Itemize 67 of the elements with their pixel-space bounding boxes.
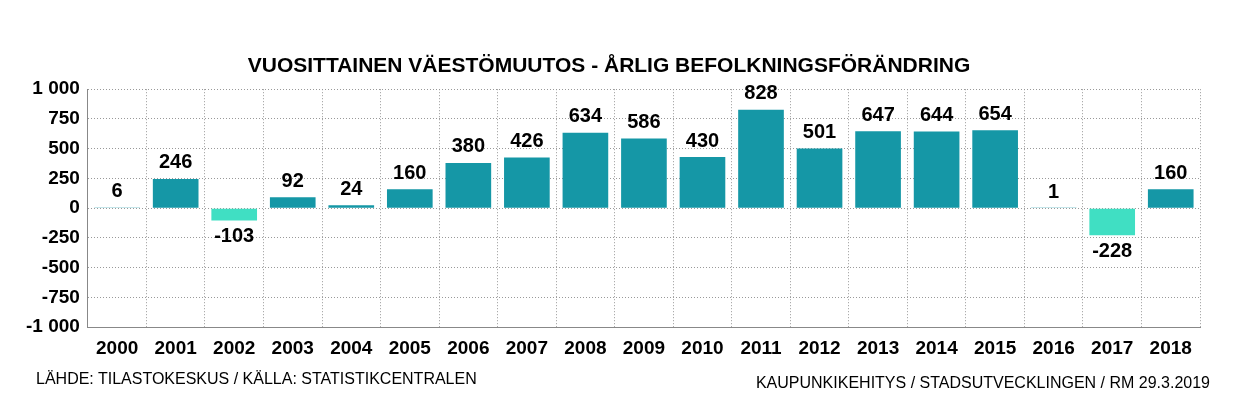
data-label: 501 [802,120,837,143]
data-label: 654 [978,101,1013,124]
x-tick-label: 2002 [213,336,256,358]
bar [386,189,433,208]
data-label: 6 [111,179,123,201]
bar [738,109,784,208]
y-tick-label: -250 [41,226,80,248]
data-label: 246 [158,150,193,173]
x-tick-label: 2017 [1091,336,1134,358]
x-tick-label: 2009 [622,336,666,358]
x-tick-label: 2003 [271,336,314,358]
bar [211,208,258,221]
data-label: 634 [568,104,603,127]
y-tick-label: -750 [41,285,80,307]
data-label: 647 [861,102,895,125]
bar [328,205,375,208]
text: KAUPUNKIKEHITYS / STADSUTVECKLINGEN / RM 29.3.2019 [755,374,1210,392]
y-tick-label: 750 [48,107,80,129]
x-tick-label: 2001 [154,336,198,358]
x-tick-label: 2011 [740,336,783,358]
x-tick-label: 2004 [330,336,373,358]
x-tick-label: 2006 [447,336,490,358]
data-label: -228 [1092,238,1133,261]
data-label: 426 [510,129,544,152]
text: LÄHDE: TILASTOKESKUS / KÄLLA: STATISTIKCENTRALEN [36,370,477,389]
x-tick-label: 2008 [564,336,607,358]
data-label: 430 [685,128,720,151]
bar [504,157,550,208]
bar [269,197,316,208]
x-tick-label: 2007 [505,336,549,358]
bar [972,130,1018,208]
data-label: 92 [281,168,304,191]
bar [152,178,199,208]
bar [913,131,960,208]
bar [621,138,667,208]
x-tick-label: 2018 [1149,336,1192,358]
bar [679,157,726,208]
data-label: 24 [340,176,364,199]
chart-title: VUOSITTAINEN VÄESTÖMUUTOS - ÅRLIG BEFOLKNINGSFÖRÄNDRING [247,53,971,77]
data-label: 160 [1154,160,1188,183]
data-label: 586 [627,109,661,132]
y-tick-label: -1 000 [26,315,80,337]
x-tick-label: 2010 [681,336,724,358]
x-tick-label: 2012 [798,336,841,358]
y-tick-label: 500 [48,136,80,158]
x-tick-label: 2014 [915,336,959,358]
bar [445,162,492,208]
y-tick-label: 0 [69,196,80,218]
y-tick-label: -500 [41,255,80,277]
x-tick-label: 2016 [1032,336,1075,358]
bar [855,131,901,208]
bar [796,148,843,208]
y-tick-label: 1 000 [32,77,80,99]
data-label: 380 [451,134,486,157]
bar [1147,189,1194,208]
x-tick-label: 2005 [388,336,432,358]
data-label: 644 [919,103,955,126]
data-label: 1 [1048,179,1060,202]
data-label: 160 [393,160,427,183]
data-label: -103 [214,223,255,246]
x-tick-label: 2013 [856,336,900,358]
data-label: 828 [744,81,778,104]
bar [1089,208,1136,236]
y-tick-label: 250 [48,166,80,188]
x-tick-label: 2015 [973,336,1017,358]
x-tick-label: 2000 [96,336,139,358]
bar [562,132,609,208]
